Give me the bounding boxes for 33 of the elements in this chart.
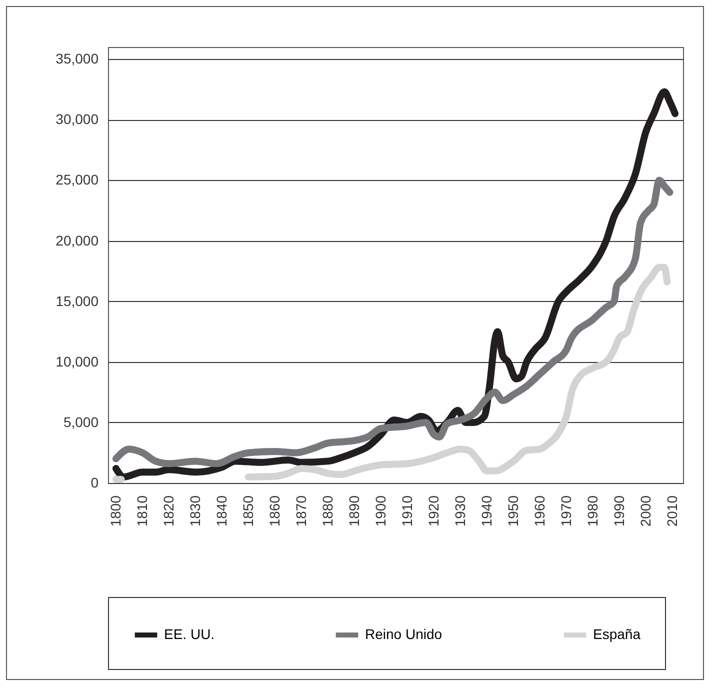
- x-tick-label: 2010: [664, 495, 680, 527]
- legend-label: Reino Unido: [365, 626, 442, 642]
- x-tick-label: 1850: [240, 495, 256, 527]
- y-tick-label: 15,000: [56, 292, 99, 309]
- x-tick-label: 1840: [213, 495, 230, 527]
- x-tick-label: 1990: [610, 495, 627, 527]
- legend-label: España: [593, 626, 641, 642]
- x-tick-label: 1880: [319, 495, 336, 527]
- y-tick-label: 35,000: [56, 50, 99, 67]
- legend-label: EE. UU.: [164, 626, 215, 642]
- x-tick-label: 1980: [584, 495, 600, 527]
- x-tick-label: 2000: [637, 495, 654, 527]
- x-tick-label: 1930: [452, 495, 468, 527]
- x-tick-label: 1910: [398, 495, 415, 527]
- x-tick-label: 1800: [107, 495, 124, 527]
- y-tick-label: 5,000: [63, 414, 99, 430]
- x-tick-label: 1810: [134, 495, 150, 527]
- y-tick-label: 10,000: [56, 353, 99, 370]
- x-tick-label: 1940: [478, 495, 494, 527]
- x-tick-label: 1830: [186, 495, 203, 527]
- y-tick-label: 25,000: [56, 172, 99, 188]
- x-tick-label: 1950: [504, 495, 521, 527]
- x-tick-label: 1920: [425, 495, 442, 527]
- y-tick-label: 20,000: [56, 232, 99, 248]
- x-tick-label: 1960: [531, 495, 548, 527]
- x-tick-label: 1970: [558, 495, 574, 527]
- x-tick-label: 1900: [372, 495, 388, 527]
- x-tick-label: 1890: [346, 495, 362, 527]
- x-tick-label: 1860: [266, 495, 282, 527]
- x-tick-label: 1820: [160, 495, 176, 527]
- y-tick-label: 30,000: [56, 111, 99, 128]
- y-tick-label: 0: [90, 474, 99, 490]
- x-tick-label: 1870: [292, 495, 309, 527]
